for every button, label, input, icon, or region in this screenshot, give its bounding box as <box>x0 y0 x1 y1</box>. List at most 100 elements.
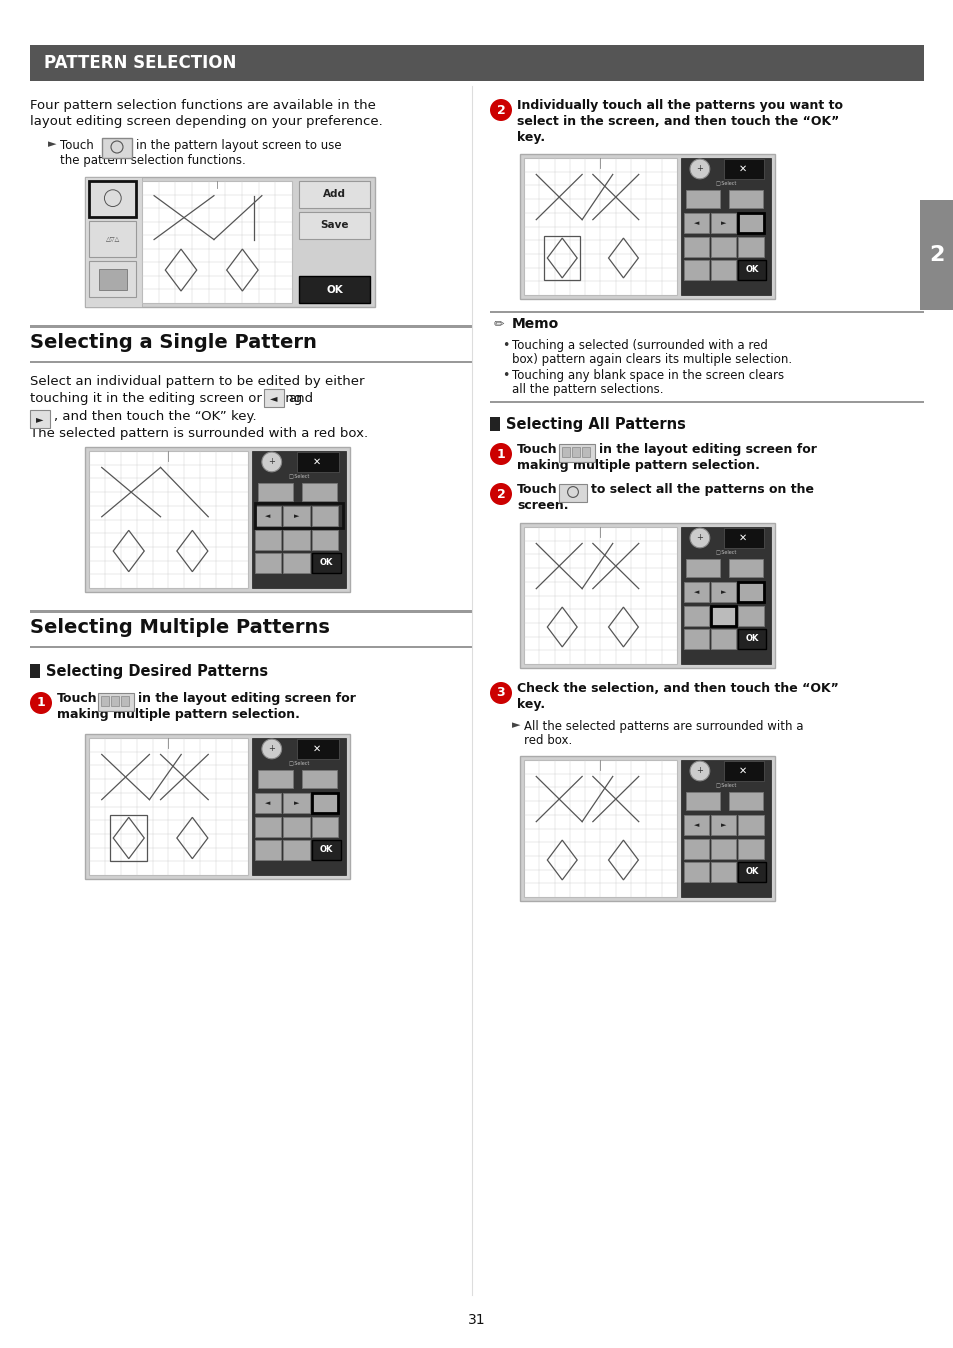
Text: touching it in the editing screen or using: touching it in the editing screen or usi… <box>30 392 302 404</box>
Text: box) pattern again clears its multiple selection.: box) pattern again clears its multiple s… <box>512 353 791 367</box>
Text: +: + <box>268 744 274 754</box>
Text: ►: ► <box>720 822 725 828</box>
Bar <box>312 840 340 860</box>
Bar <box>710 213 736 232</box>
Bar <box>519 154 774 299</box>
Circle shape <box>490 483 512 506</box>
Bar <box>558 443 595 462</box>
Bar <box>685 559 720 577</box>
Bar <box>312 506 338 526</box>
Bar <box>723 528 763 547</box>
Text: OK: OK <box>319 845 333 855</box>
Bar <box>710 630 736 648</box>
Text: Touch: Touch <box>60 139 93 152</box>
Bar <box>738 213 762 232</box>
Text: in the pattern layout screen to use: in the pattern layout screen to use <box>136 139 341 152</box>
Bar <box>523 158 677 295</box>
Bar <box>283 506 310 526</box>
Bar <box>85 735 350 879</box>
Text: □:Select: □:Select <box>715 783 736 787</box>
Bar <box>85 448 350 592</box>
Text: OK: OK <box>319 558 333 568</box>
Text: •: • <box>501 338 509 352</box>
Bar <box>254 793 281 813</box>
Text: Individually touch all the patterns you want to: Individually touch all the patterns you … <box>517 98 842 112</box>
Text: Save: Save <box>320 220 348 231</box>
Bar <box>710 605 736 625</box>
Bar <box>683 861 708 882</box>
Text: ►: ► <box>720 220 725 225</box>
Bar <box>738 605 762 625</box>
Text: +: + <box>696 534 702 542</box>
Text: ◄: ◄ <box>270 394 277 403</box>
Text: screen.: screen. <box>517 499 568 512</box>
Bar <box>738 861 765 882</box>
Bar <box>728 559 761 577</box>
Text: +: + <box>268 457 274 466</box>
Text: , and then touch the “OK” key.: , and then touch the “OK” key. <box>54 410 256 423</box>
Bar <box>738 838 762 859</box>
Bar <box>283 793 310 813</box>
Text: Selecting Multiple Patterns: Selecting Multiple Patterns <box>30 617 330 638</box>
Bar <box>283 553 310 573</box>
Text: □:Select: □:Select <box>715 550 736 555</box>
Bar <box>254 530 281 550</box>
Bar <box>710 838 736 859</box>
Bar <box>254 506 281 526</box>
Bar <box>723 762 763 780</box>
Bar <box>710 814 736 834</box>
Circle shape <box>262 452 281 472</box>
Bar <box>257 770 293 789</box>
Bar <box>558 484 586 501</box>
Text: Check the selection, and then touch the “OK”: Check the selection, and then touch the … <box>517 682 838 696</box>
Circle shape <box>689 528 709 547</box>
Bar <box>738 814 762 834</box>
Bar <box>254 817 281 837</box>
Text: Add: Add <box>322 190 346 200</box>
Text: ✕: ✕ <box>739 532 746 543</box>
Bar <box>683 605 708 625</box>
Bar <box>683 260 708 279</box>
Text: ►: ► <box>294 512 299 519</box>
Circle shape <box>689 762 709 780</box>
Bar <box>710 582 736 601</box>
Bar <box>89 452 248 588</box>
Text: 3: 3 <box>497 686 505 700</box>
Bar <box>683 582 708 601</box>
Text: □:Select: □:Select <box>288 473 310 479</box>
Bar <box>264 390 284 407</box>
Bar <box>30 361 472 363</box>
Bar <box>519 523 774 669</box>
Bar <box>30 611 472 613</box>
Bar <box>738 237 762 256</box>
Bar <box>30 665 40 678</box>
Bar <box>298 276 370 303</box>
Bar <box>301 770 336 789</box>
Bar <box>30 44 923 81</box>
Bar <box>572 448 579 457</box>
Text: ►: ► <box>294 799 299 806</box>
Text: The selected pattern is surrounded with a red box.: The selected pattern is surrounded with … <box>30 427 368 439</box>
Bar <box>252 452 346 588</box>
Bar <box>683 630 708 648</box>
Text: 2: 2 <box>497 488 505 500</box>
Bar <box>30 325 472 328</box>
Text: Four pattern selection functions are available in the: Four pattern selection functions are ava… <box>30 98 375 112</box>
Text: in the layout editing screen for: in the layout editing screen for <box>598 443 816 456</box>
Bar <box>490 417 499 431</box>
Bar <box>85 177 142 307</box>
Bar <box>683 814 708 834</box>
Text: ✏: ✏ <box>494 318 504 332</box>
Bar <box>723 159 763 179</box>
Text: in the layout editing screen for: in the layout editing screen for <box>138 692 355 705</box>
Bar <box>283 530 310 550</box>
Bar <box>312 793 338 813</box>
Bar <box>728 791 761 810</box>
Text: 31: 31 <box>468 1313 485 1326</box>
Text: ✕: ✕ <box>313 744 320 754</box>
Circle shape <box>490 682 512 704</box>
Text: layout editing screen depending on your preference.: layout editing screen depending on your … <box>30 115 382 128</box>
Text: Touch: Touch <box>517 483 558 496</box>
Bar <box>296 739 338 759</box>
Bar <box>683 838 708 859</box>
